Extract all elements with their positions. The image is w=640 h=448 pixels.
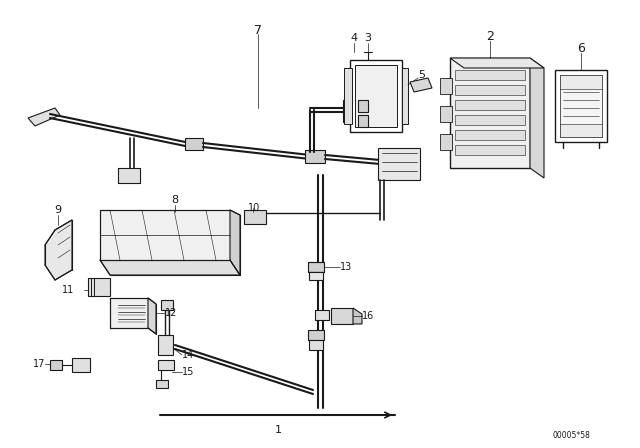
- Polygon shape: [28, 108, 60, 126]
- Text: 10: 10: [248, 203, 260, 213]
- Bar: [315, 310, 329, 320]
- Text: 00005*58: 00005*58: [552, 431, 590, 439]
- Bar: [358, 115, 368, 127]
- Bar: [455, 115, 525, 125]
- Bar: [560, 124, 602, 137]
- Bar: [455, 100, 525, 110]
- Polygon shape: [45, 220, 72, 280]
- Bar: [560, 75, 602, 137]
- Bar: [88, 278, 110, 296]
- Polygon shape: [100, 210, 230, 260]
- Bar: [161, 300, 173, 310]
- Polygon shape: [230, 210, 240, 275]
- Bar: [110, 298, 148, 328]
- Bar: [308, 330, 324, 340]
- Bar: [555, 70, 607, 142]
- Bar: [358, 100, 368, 112]
- Text: 16: 16: [362, 311, 374, 321]
- Bar: [118, 168, 140, 183]
- Bar: [158, 335, 173, 355]
- Text: 8: 8: [172, 195, 179, 205]
- Polygon shape: [410, 78, 432, 92]
- Bar: [455, 70, 525, 80]
- Bar: [308, 262, 324, 272]
- Bar: [331, 308, 353, 324]
- Bar: [309, 272, 323, 280]
- Bar: [440, 106, 452, 122]
- Polygon shape: [530, 58, 544, 178]
- Text: 9: 9: [54, 205, 61, 215]
- Bar: [158, 360, 174, 370]
- Bar: [343, 100, 371, 122]
- Polygon shape: [148, 298, 156, 334]
- Bar: [440, 134, 452, 150]
- Polygon shape: [100, 260, 240, 275]
- Bar: [305, 150, 325, 163]
- Text: 12: 12: [165, 308, 177, 318]
- Polygon shape: [450, 58, 544, 68]
- Bar: [455, 85, 525, 95]
- Bar: [244, 210, 266, 224]
- Bar: [440, 78, 452, 94]
- Text: 17: 17: [33, 359, 45, 369]
- Text: 13: 13: [340, 262, 352, 272]
- Bar: [378, 148, 420, 180]
- Text: 11: 11: [62, 285, 74, 295]
- Text: 14: 14: [182, 350, 195, 360]
- Text: 1: 1: [275, 425, 282, 435]
- Bar: [450, 58, 530, 168]
- Text: 6: 6: [577, 42, 585, 55]
- Bar: [455, 130, 525, 140]
- Bar: [402, 68, 408, 124]
- Text: 2: 2: [486, 30, 494, 43]
- Bar: [350, 60, 402, 132]
- Text: 5: 5: [419, 70, 426, 80]
- Text: 7: 7: [254, 23, 262, 36]
- Text: 3: 3: [365, 33, 371, 43]
- Text: 15: 15: [182, 367, 195, 377]
- Bar: [185, 138, 203, 150]
- Bar: [309, 340, 323, 350]
- Bar: [560, 75, 602, 89]
- Bar: [355, 65, 397, 127]
- Bar: [156, 380, 168, 388]
- Polygon shape: [353, 308, 362, 324]
- Bar: [50, 360, 62, 370]
- Bar: [344, 68, 352, 124]
- Bar: [455, 145, 525, 155]
- Text: 4: 4: [351, 33, 358, 43]
- Bar: [72, 358, 90, 372]
